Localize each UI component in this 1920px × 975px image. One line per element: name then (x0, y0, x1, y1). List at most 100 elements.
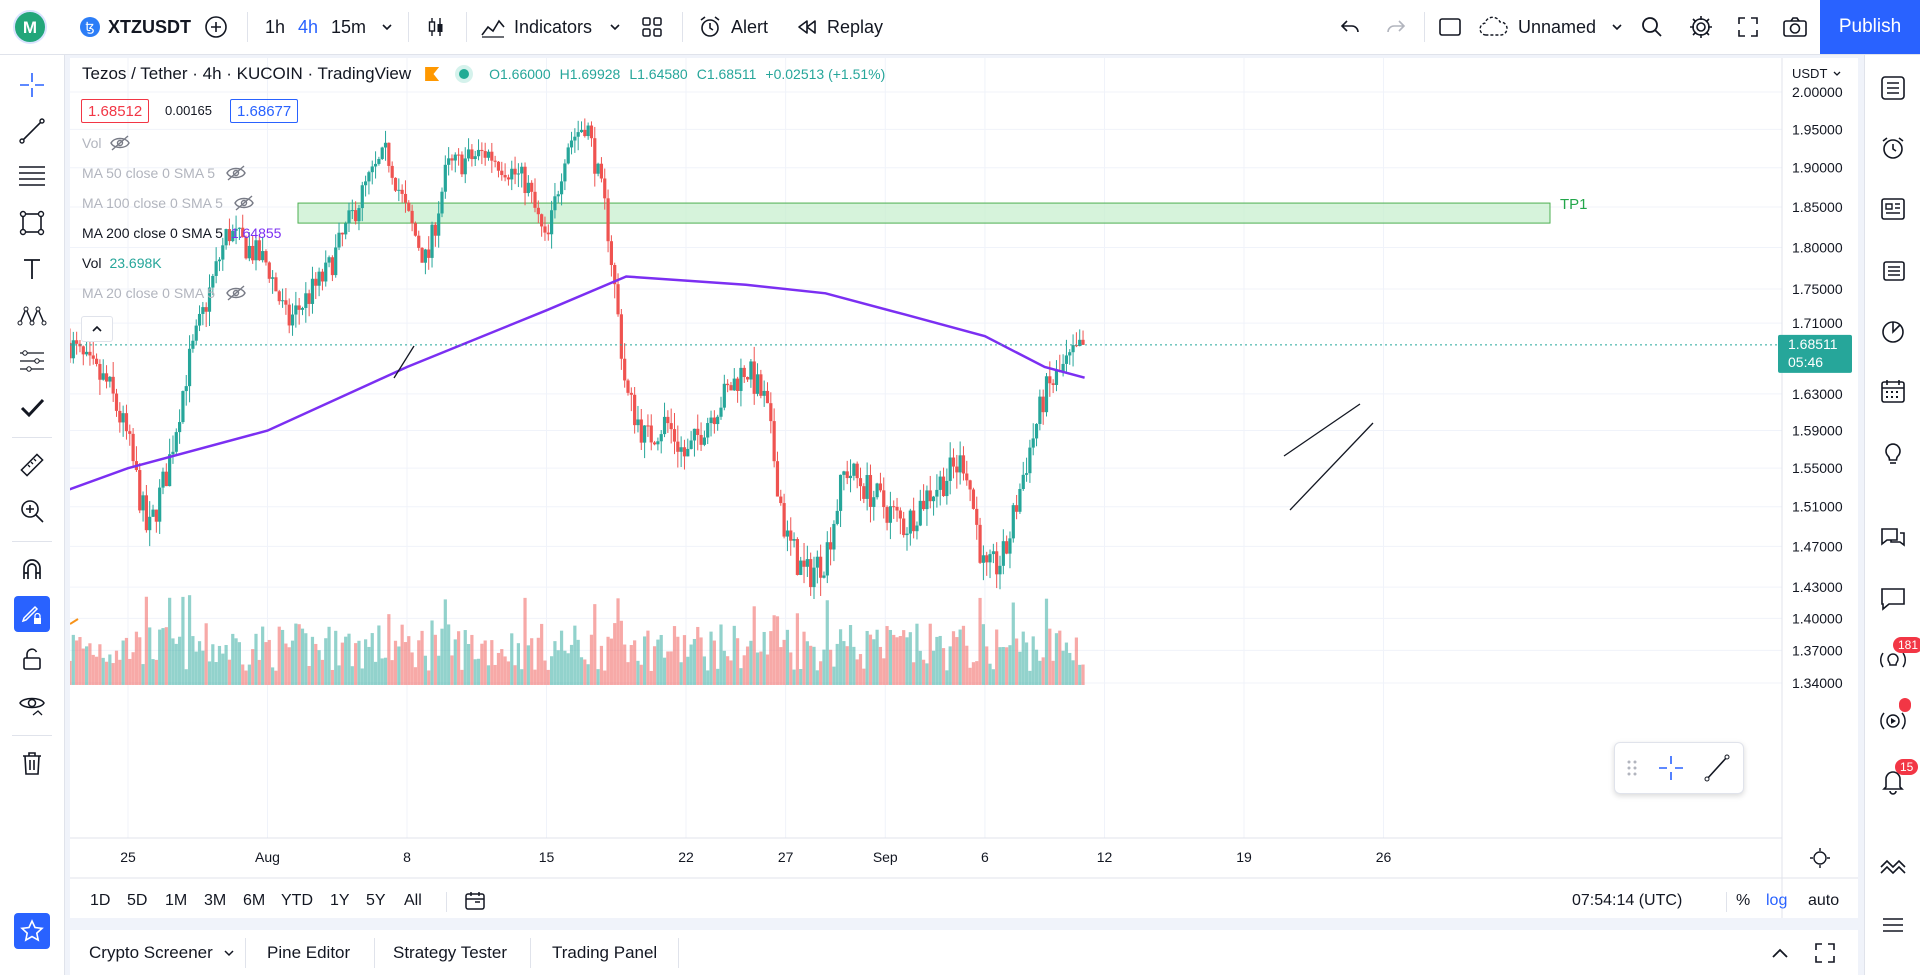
range-1m[interactable]: 1M (165, 892, 188, 909)
collapse-legend-button[interactable] (81, 316, 113, 342)
ma100-indicator[interactable]: MA 100 close 0 SMA 5 (82, 195, 255, 211)
volume-bar (1041, 657, 1045, 685)
volume-bar (686, 656, 690, 685)
crosshair-tool[interactable] (14, 67, 50, 103)
data-window-button[interactable] (1875, 252, 1911, 288)
sell-price-box[interactable]: 1.68512 (81, 99, 150, 123)
layout-name-button[interactable]: Unnamed (1478, 0, 1624, 54)
hide-drawings[interactable] (14, 687, 50, 723)
candle-body (354, 210, 358, 222)
auto-scale-toggle[interactable]: auto (1808, 892, 1840, 909)
hotlists-button[interactable] (1875, 313, 1911, 349)
chart-type-button[interactable] (424, 0, 448, 54)
notifications-button[interactable]: 15 (1875, 759, 1919, 799)
volume-bar (606, 636, 610, 685)
undo-button[interactable] (1338, 0, 1362, 54)
volume-bar (237, 642, 241, 685)
trading-platform-button[interactable] (1875, 847, 1911, 883)
zoom-tool[interactable] (14, 493, 50, 529)
buy-price-box[interactable]: 1.68677 (230, 99, 299, 123)
search-icon (1642, 17, 1662, 37)
tab-crypto-screener[interactable]: Crypto Screener (89, 930, 235, 975)
alert-button[interactable]: Alert (697, 0, 768, 54)
range-6m[interactable]: 6M (243, 892, 266, 909)
range-5y[interactable]: 5Y (366, 892, 386, 909)
messages-button[interactable] (1875, 580, 1911, 616)
expand-icon (1815, 942, 1835, 963)
range-1d[interactable]: 1D (90, 892, 111, 909)
publish-button[interactable]: Publish (1820, 0, 1920, 54)
tab-trading-panel[interactable]: Trading Panel (552, 942, 658, 962)
favorites-check[interactable] (14, 389, 50, 425)
fullscreen-button[interactable] (1736, 0, 1760, 54)
symbol-search[interactable]: ꜩ XTZUSDT (80, 0, 191, 54)
user-avatar[interactable]: M (12, 0, 48, 54)
replay-button[interactable]: Replay (795, 0, 883, 54)
price-chart[interactable]: TP1 2.00000 1.95000 1.90000 1.85000 1.80000 1… (70, 58, 1858, 918)
volume-bar (463, 630, 467, 685)
candle-body (875, 483, 879, 498)
measure-tool[interactable] (14, 447, 50, 483)
lock-drawings[interactable] (14, 641, 50, 677)
live-stream-button[interactable] (1875, 698, 1911, 738)
range-1y[interactable]: 1Y (330, 892, 350, 909)
candle-body (151, 509, 155, 517)
fullscreen-layout-toggle[interactable] (1438, 0, 1462, 54)
ma20-indicator[interactable]: MA 20 close 0 SMA 5 (82, 285, 247, 301)
settings-button[interactable] (1688, 0, 1714, 54)
candle-body (819, 556, 823, 578)
candle-body (795, 539, 799, 575)
ma50-indicator[interactable]: MA 50 close 0 SMA 5 (82, 165, 247, 181)
volume-bar (885, 626, 889, 685)
chats-button[interactable] (1875, 520, 1911, 556)
fib-tool[interactable] (14, 159, 50, 195)
watchlist-button[interactable] (1875, 70, 1911, 106)
timezone-clock[interactable]: 07:54:14 (UTC) (1572, 892, 1683, 909)
range-3m[interactable]: 3M (204, 892, 227, 909)
ma200-indicator[interactable]: MA 200 close 0 SMA 5 1.64855 (82, 225, 282, 241)
calendar-button[interactable] (1875, 373, 1911, 409)
expand-panel-button[interactable] (1770, 930, 1790, 975)
streams-button[interactable]: 181 (1875, 637, 1920, 677)
interval-4h[interactable]: 4h (298, 16, 319, 37)
go-to-date-button[interactable] (464, 884, 486, 918)
magnet-tool[interactable] (14, 551, 50, 587)
range-ytd[interactable]: YTD (281, 892, 313, 909)
log-scale-toggle[interactable]: log (1766, 892, 1788, 909)
news-button[interactable] (1875, 191, 1911, 227)
snapshot-button[interactable] (1782, 0, 1808, 54)
remove-drawings[interactable] (14, 745, 50, 781)
maximize-panel-button[interactable] (1814, 930, 1836, 975)
favorites-toolbar-star[interactable] (14, 913, 50, 949)
indicators-button[interactable]: Indicators (480, 0, 592, 54)
patterns-tool[interactable] (14, 297, 50, 333)
ideas-button[interactable] (1875, 435, 1911, 471)
vol-indicator-hidden[interactable]: Vol (82, 135, 131, 151)
interval-15m[interactable]: 15m (331, 16, 367, 37)
square-icon (1439, 18, 1461, 36)
layouts-button[interactable] (640, 0, 664, 54)
percent-scale-toggle[interactable]: % (1736, 892, 1751, 909)
stay-in-drawing-mode[interactable] (14, 596, 50, 632)
text-tool[interactable] (14, 251, 50, 287)
redo-button[interactable] (1384, 0, 1408, 54)
candle-body (224, 229, 228, 246)
tab-pine-editor[interactable]: Pine Editor (267, 942, 351, 962)
interval-1h[interactable]: 1h (265, 16, 286, 37)
range-all[interactable]: All (404, 892, 422, 909)
compare-add-button[interactable] (204, 0, 228, 54)
help-button[interactable] (1875, 905, 1911, 941)
chart-panel[interactable]: TP1 2.00000 1.95000 1.90000 1.85000 1.80000 1… (70, 58, 1858, 918)
volume-bar (443, 599, 447, 685)
indicators-dropdown[interactable] (608, 0, 622, 54)
symbol-legend[interactable]: Tezos / Tether · 4h · KUCOIN · TradingVi… (82, 64, 885, 84)
tab-strategy-tester[interactable]: Strategy Tester (393, 942, 508, 962)
range-5d[interactable]: 5D (127, 892, 148, 909)
trend-line-tool[interactable] (14, 113, 50, 149)
search-button[interactable] (1640, 0, 1664, 54)
vol-indicator[interactable]: Vol 23.698K (82, 255, 162, 271)
interval-dropdown[interactable] (380, 0, 394, 54)
alerts-button[interactable] (1875, 130, 1911, 166)
shapes-tool[interactable] (14, 205, 50, 241)
prediction-tool[interactable] (14, 343, 50, 379)
